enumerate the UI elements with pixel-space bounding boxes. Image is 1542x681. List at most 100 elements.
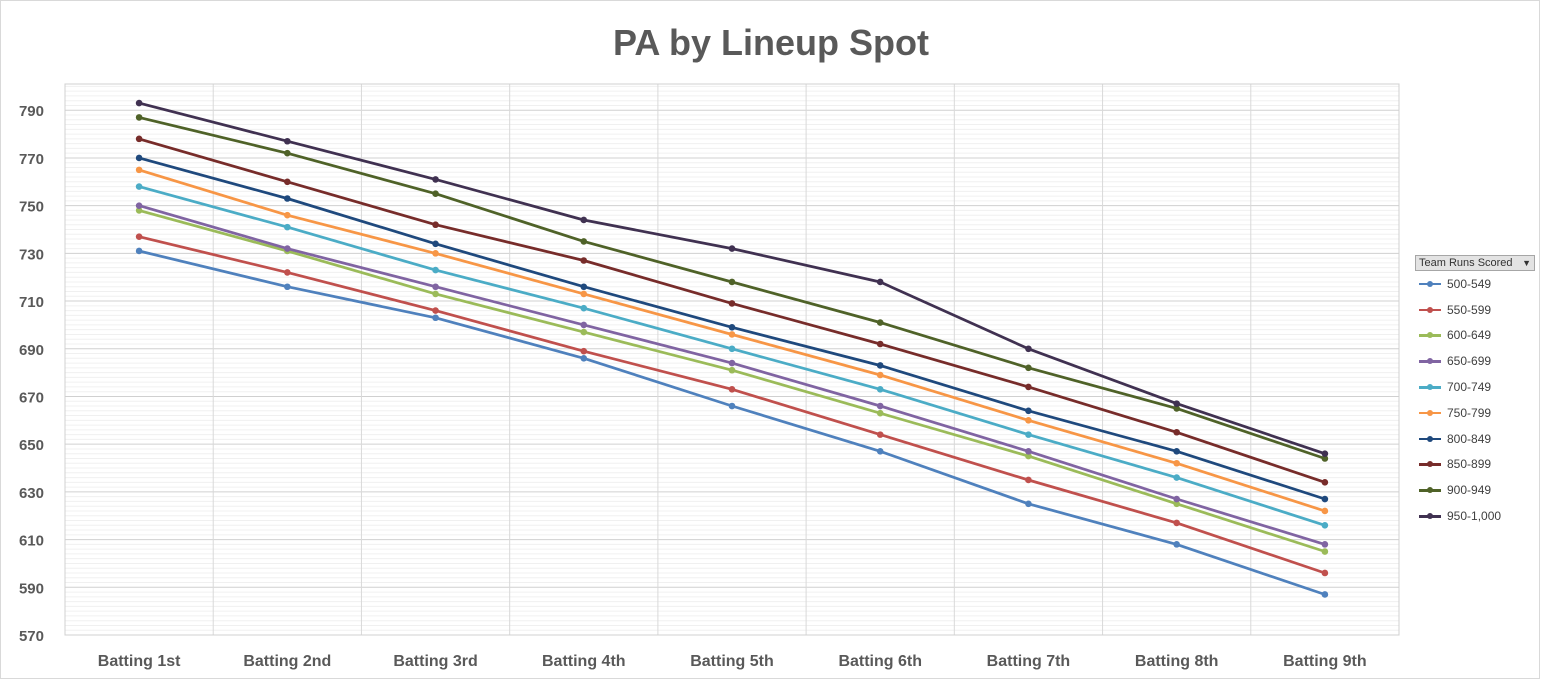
data-point (432, 250, 439, 257)
data-point (728, 345, 736, 353)
data-point (1173, 405, 1180, 412)
legend-label: 500-549 (1447, 276, 1492, 291)
data-point (1173, 400, 1180, 407)
data-point (580, 238, 588, 245)
data-point (1025, 500, 1032, 508)
legend-label: 700-749 (1447, 380, 1492, 395)
y-tick-label: 710 (19, 294, 44, 311)
legend-title: Team Runs Scored (1419, 257, 1513, 269)
legend-filter-button[interactable]: Team Runs Scored ▼ (1415, 255, 1535, 271)
data-point (580, 304, 588, 312)
data-point (580, 328, 588, 336)
data-point (1321, 521, 1329, 529)
data-point (432, 314, 439, 322)
data-point (135, 99, 143, 107)
legend-swatch (1419, 459, 1441, 469)
data-point (876, 362, 884, 369)
data-point (432, 190, 439, 198)
data-point (876, 386, 884, 393)
data-point (1173, 474, 1180, 481)
data-point (135, 207, 143, 214)
data-point (284, 195, 291, 202)
data-point (876, 448, 884, 455)
data-point (1025, 345, 1032, 353)
legend-item: 650-699 (1415, 348, 1535, 374)
y-tick-label: 650 (19, 437, 44, 454)
data-point (135, 154, 143, 162)
data-point (1025, 417, 1032, 424)
data-point (1025, 407, 1032, 415)
y-tick-label: 610 (19, 533, 44, 550)
y-tick-label: 570 (19, 628, 44, 645)
data-point (135, 202, 143, 209)
data-point (284, 137, 291, 145)
data-point (1173, 459, 1180, 467)
data-point (1025, 364, 1032, 372)
data-point (876, 431, 884, 438)
data-point (728, 278, 736, 286)
data-point (135, 166, 143, 174)
legend-swatch (1419, 305, 1441, 315)
data-point (876, 319, 884, 326)
y-tick-label: 670 (19, 389, 44, 406)
data-point (580, 321, 588, 329)
data-point (1173, 541, 1180, 548)
legend-item: 500-549 (1415, 271, 1535, 297)
legend-item: 700-749 (1415, 374, 1535, 400)
data-point (1321, 507, 1329, 515)
y-tick-label: 770 (19, 151, 44, 168)
x-tick-label: Batting 8th (1135, 653, 1219, 670)
data-point (728, 359, 736, 367)
data-point (728, 366, 736, 374)
data-point (135, 135, 143, 143)
data-point (284, 269, 291, 276)
x-tick-label: Batting 4th (542, 653, 626, 670)
data-point (580, 283, 588, 291)
data-point (135, 247, 143, 255)
data-point (876, 340, 884, 348)
chart-title: PA by Lineup Spot (613, 22, 929, 63)
x-tick-label: Batting 6th (838, 653, 922, 670)
data-point (876, 409, 884, 417)
data-point (1321, 591, 1329, 598)
legend-label: 950-1,000 (1447, 509, 1502, 524)
y-tick-label: 730 (19, 246, 44, 263)
x-tick-label: Batting 1st (98, 653, 181, 670)
data-point (728, 402, 736, 410)
data-point (1321, 569, 1329, 577)
legend-label: 850-899 (1447, 457, 1492, 472)
legend-label: 750-799 (1447, 405, 1492, 420)
legend-label: 800-849 (1447, 431, 1492, 446)
plot-border (64, 83, 1400, 636)
data-point (728, 386, 736, 393)
data-point (284, 149, 291, 157)
data-point (876, 278, 884, 286)
x-tick-label: Batting 3rd (393, 653, 477, 670)
legend-swatch (1419, 408, 1441, 418)
data-point (284, 178, 291, 186)
data-point (1173, 448, 1180, 455)
data-point (580, 257, 588, 264)
legend-label: 550-599 (1447, 302, 1492, 317)
legend-items: 500-549 550-599 600-649 650-699 700-749 750-7… (1415, 271, 1535, 529)
legend-swatch (1419, 279, 1441, 289)
legend-swatch (1419, 434, 1441, 444)
legend-label: 900-949 (1447, 483, 1492, 498)
data-point (1321, 479, 1329, 486)
data-point (1025, 448, 1032, 455)
data-point (432, 240, 439, 248)
legend-label: 600-649 (1447, 328, 1492, 343)
data-point (1321, 541, 1329, 548)
data-point (432, 266, 439, 274)
data-point (580, 347, 588, 355)
data-point (1025, 476, 1032, 484)
x-tick-label: Batting 2nd (243, 653, 331, 670)
dropdown-arrow-icon: ▼ (1522, 258, 1531, 268)
y-tick-label: 590 (19, 580, 44, 597)
legend-swatch (1419, 382, 1441, 392)
legend: Team Runs Scored ▼ 500-549 550-599 600-649… (1415, 255, 1535, 529)
data-point (432, 307, 439, 314)
data-point (1173, 500, 1180, 508)
legend-label: 650-699 (1447, 354, 1492, 369)
